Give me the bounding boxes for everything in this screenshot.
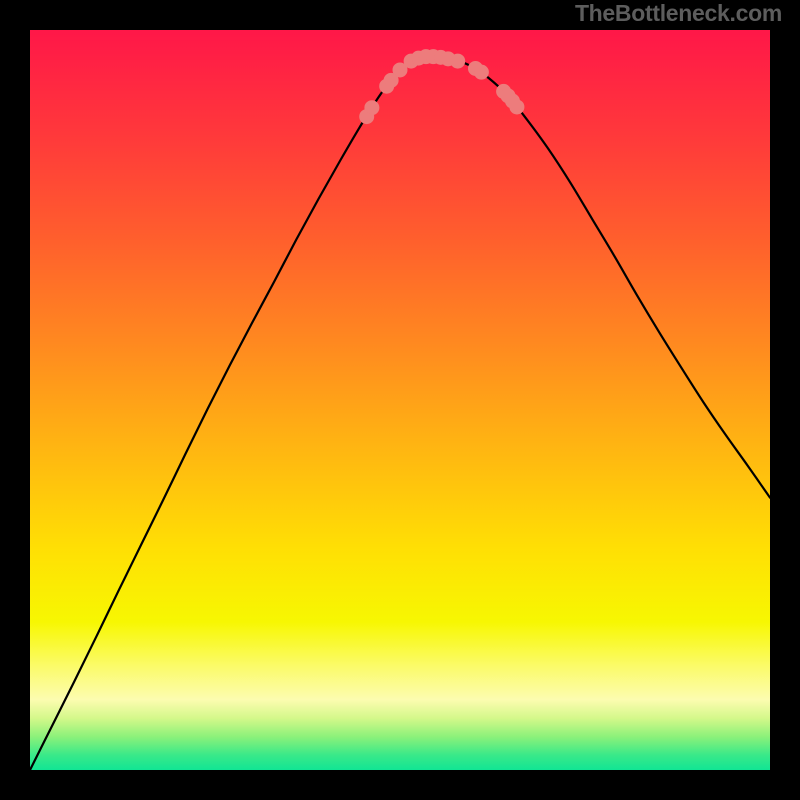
bottleneck-chart [30,30,770,770]
outer-frame: TheBottleneck.com [0,0,800,800]
curve-marker [365,101,379,115]
curve-marker [510,100,524,114]
gradient-background [30,30,770,770]
curve-marker [451,54,465,68]
watermark-text: TheBottleneck.com [575,0,782,27]
plot-area [30,30,770,770]
curve-marker [474,65,488,79]
